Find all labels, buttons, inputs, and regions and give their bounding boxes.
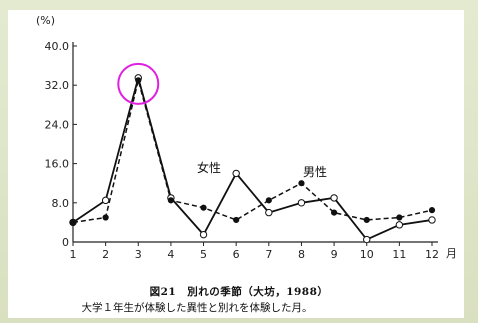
data-point-male [396,214,403,221]
data-point-male [200,204,207,211]
y-tick-label: 8.0 [52,197,70,210]
figure-caption-subtitle: 大学１年生が体験した異性と別れを体験した月。 [81,302,313,314]
x-tick-label: 11 [392,248,406,261]
series-line-female [72,74,433,241]
data-point-female [330,194,338,202]
data-point-male [330,209,338,216]
axes [72,42,438,243]
data-point-male [102,214,109,221]
series-points [69,74,436,244]
x-tick-label: 3 [135,248,142,261]
data-point-female [363,235,371,244]
x-tick-label: 9 [331,248,338,261]
data-point-female [297,199,306,207]
y-tick-label: 16.0 [45,158,70,171]
x-tick-label: 10 [360,248,374,261]
series-label-female: 女性 [197,160,221,175]
data-point-male [233,216,240,224]
x-tick-label: 6 [233,248,240,261]
y-tick-label: 0 [62,236,69,249]
y-tick-label: 24.0 [45,118,70,131]
x-tick-label: 2 [102,248,109,261]
figure-caption-title: 図21 別れの季節（大坊，1988） [149,286,329,298]
x-tick-label: 4 [167,248,174,261]
data-point-male [135,77,142,84]
data-point-female [101,196,110,205]
highlight-circle-annotation [117,62,160,105]
data-point-male [428,207,436,214]
data-point-female [199,230,208,239]
data-point-male [265,197,272,204]
figure-paper [8,10,464,318]
data-point-male [167,197,175,204]
data-point-male [363,216,370,224]
data-point-male [69,219,77,226]
y-ticks: 0 8.0 16.0 24.0 32.0 40.0 [45,40,77,249]
data-point-female [232,169,240,178]
series-label-male: 男性 [303,165,327,179]
x-tick-label: 12 [425,248,439,261]
y-tick-label: 32.0 [45,79,70,92]
data-point-female [265,208,273,217]
x-tick-label: 1 [70,248,77,261]
series-line-male [72,80,433,224]
data-point-female [428,216,436,224]
data-point-female [395,221,404,229]
y-tick-label: 40.0 [45,40,70,53]
data-point-male [298,180,305,187]
x-axis-unit-label: 月 [446,247,457,260]
x-tick-label: 5 [200,248,207,261]
x-ticks: 1 2 3 4 5 6 7 8 9 10 11 12 [70,242,439,261]
y-axis-unit-label: (%) [36,14,55,27]
x-tick-label: 7 [265,248,272,261]
x-tick-label: 8 [298,248,305,261]
series-lines [72,74,433,241]
